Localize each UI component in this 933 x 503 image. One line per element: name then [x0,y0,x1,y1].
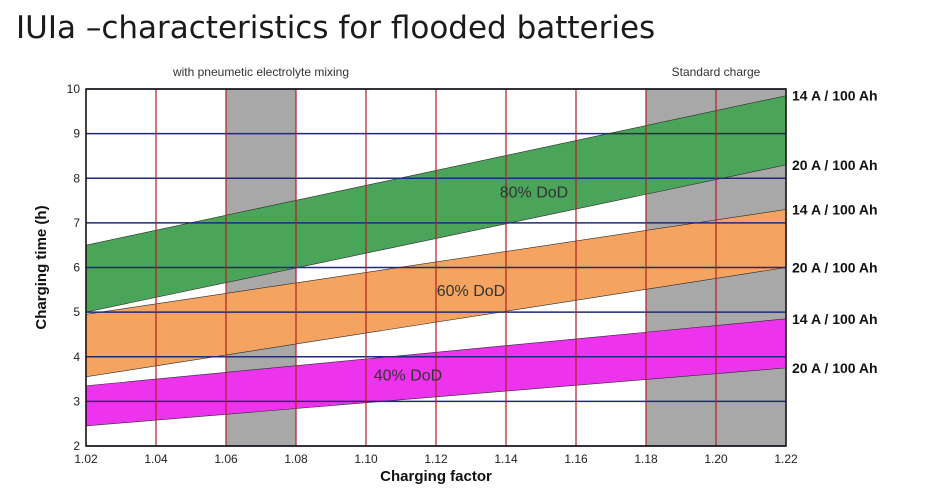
x-tick-3: 1.08 [284,452,308,466]
x-tick-10: 1.22 [774,452,798,466]
y-tick-5: 7 [73,216,80,230]
region-label-1: Standard charge [672,65,761,79]
rate-label-upper-2: 14 A / 100 Ah [792,311,878,327]
rate-label-upper-1: 14 A / 100 Ah [792,201,878,217]
y-tick-8: 10 [67,82,81,96]
y-tick-2: 4 [73,350,80,364]
y-axis-label: Charging time (h) [33,205,50,329]
rate-label-lower-1: 20 A / 100 Ah [792,260,878,276]
page-title: IUIa –characteristics for flooded batter… [16,10,656,46]
x-tick-8: 1.18 [634,452,658,466]
y-tick-1: 3 [73,394,80,408]
annotation-0: with pneumetic electrolyte mixing [172,65,349,79]
x-tick-7: 1.16 [564,452,588,466]
rate-label-upper-0: 14 A / 100 Ah [792,88,878,104]
x-tick-5: 1.12 [424,452,448,466]
tick-labels: 2 3 4 5 6 7 8 9 10 1.02 1.04 1.06 1.08 1.10 1.12 1.14 1.… [67,82,798,466]
x-tick-9: 1.20 [704,452,728,466]
x-tick-6: 1.14 [494,452,518,466]
chart-labels: Standard charge 80% DoD 14 A / 100 Ah 20 A … [33,65,878,485]
y-tick-0: 2 [73,439,80,453]
y-tick-6: 8 [73,171,80,185]
y-tick-4: 6 [73,261,80,275]
x-tick-1: 1.04 [144,452,168,466]
rate-label-lower-2: 20 A / 100 Ah [792,360,878,376]
x-axis-label: Charging factor [380,468,492,485]
x-tick-4: 1.10 [354,452,378,466]
y-tick-3: 5 [73,305,80,319]
plot-border [85,88,787,447]
y-tick-7: 9 [73,127,80,141]
rate-label-lower-0: 20 A / 100 Ah [792,157,878,173]
band-label-0: 80% DoD [500,185,568,202]
band-label-2: 40% DoD [374,368,442,385]
x-tick-2: 1.06 [214,452,238,466]
plot-frame [85,88,787,447]
x-tick-0: 1.02 [74,452,98,466]
band-label-1: 60% DoD [437,283,505,300]
